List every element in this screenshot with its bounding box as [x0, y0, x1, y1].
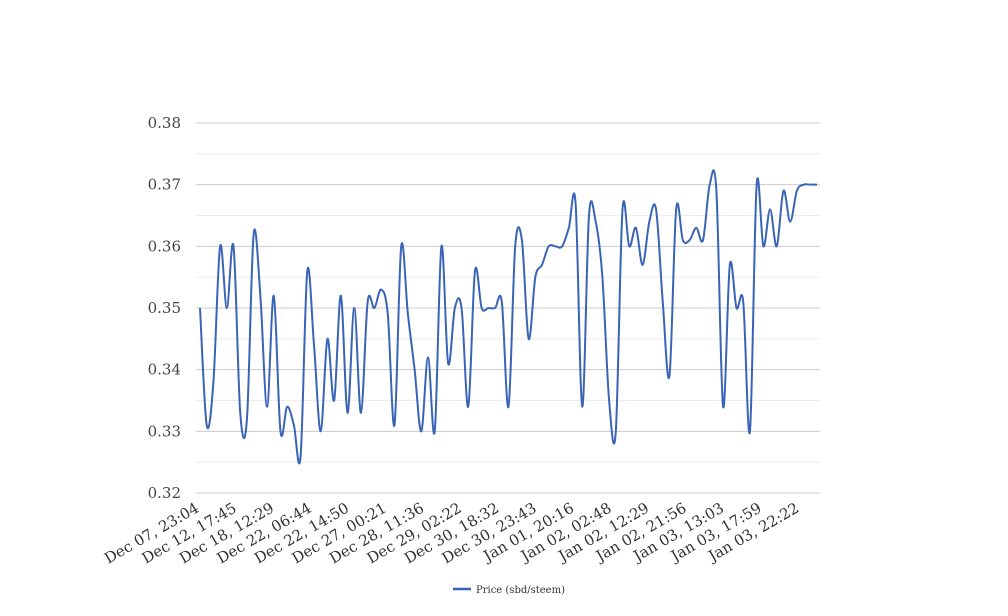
series-group	[199, 169, 817, 465]
grid-lines	[196, 122, 820, 494]
y-tick-label: 0.36	[148, 237, 181, 255]
y-tick-label: 0.35	[148, 299, 181, 317]
y-tick-label: 0.38	[148, 114, 181, 132]
legend: Price (sbd/steem)	[453, 585, 565, 596]
legend-label: Price (sbd/steem)	[476, 585, 565, 596]
y-tick-label: 0.32	[148, 484, 181, 502]
y-tick-label: 0.33	[148, 422, 181, 440]
series-line-price	[199, 169, 817, 465]
y-tick-label: 0.37	[148, 176, 181, 194]
y-axis-ticks: 0.32 0.33 0.34 0.35 0.36 0.37 0.38	[148, 114, 181, 502]
y-tick-label: 0.34	[148, 361, 181, 379]
